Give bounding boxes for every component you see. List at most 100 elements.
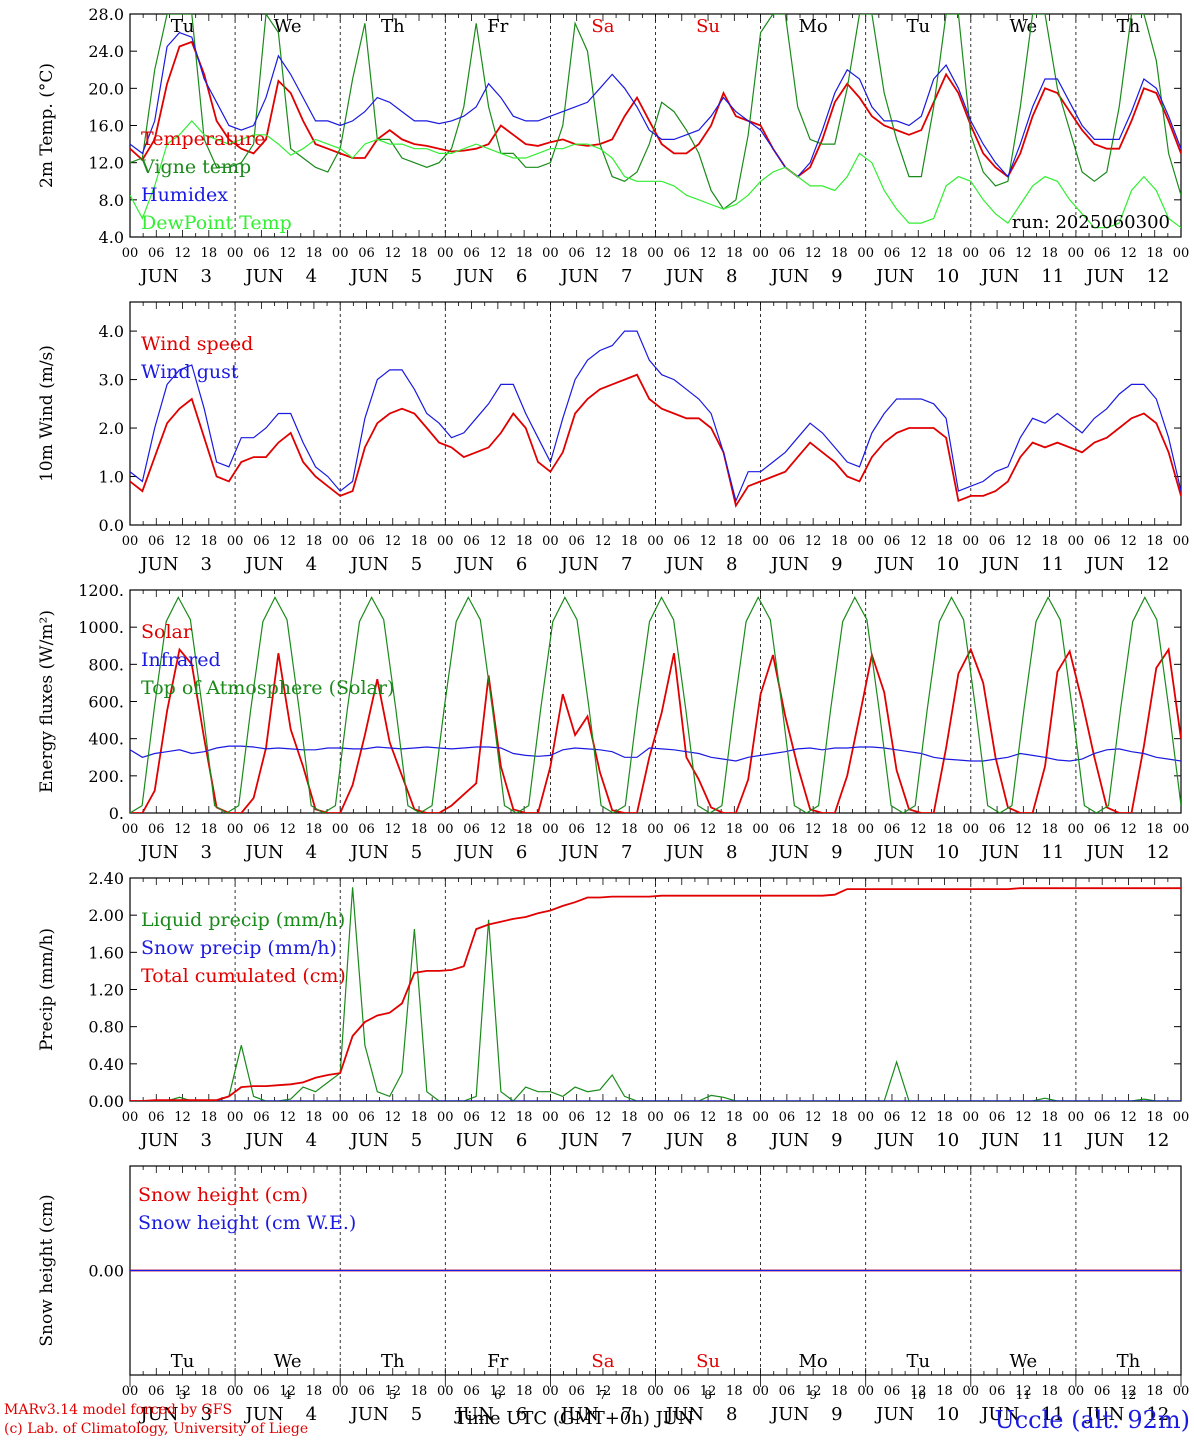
- x-hour-label: 18: [621, 1384, 638, 1399]
- x-day-label: 4: [306, 554, 317, 575]
- x-day-label: 7: [621, 266, 632, 287]
- x-hour-label: 18: [726, 534, 743, 549]
- x-hour-label: 00: [437, 822, 454, 837]
- y-tick-label: 12.0: [88, 154, 124, 173]
- x-hour-label: 06: [674, 246, 691, 261]
- x-hour-label: 12: [700, 246, 717, 261]
- chart-panel-2: 1200. 1000. 800. 600. 400. 200. 0. Energy fluxe…: [37, 581, 1189, 863]
- x-hour-label: 12: [700, 822, 717, 837]
- chart-panel-0: 28.0 24.0 20.0 16.0 12.0 8.0 4.0 2m Temp. (°C) 0…: [37, 5, 1189, 287]
- x-day-label: 7: [621, 842, 632, 863]
- y-tick-label: 1000.: [78, 618, 124, 637]
- footer-day-number: 10: [911, 1388, 926, 1402]
- x-day-label: 11: [1041, 1404, 1064, 1425]
- x-month-label: JUN: [138, 842, 178, 863]
- x-day-label: 11: [1041, 554, 1064, 575]
- x-day-label: 3: [201, 266, 212, 287]
- x-hour-label: 00: [963, 822, 980, 837]
- x-hour-label: 00: [1173, 1384, 1190, 1399]
- x-hour-label: 12: [174, 1110, 191, 1125]
- x-month-label: JUN: [559, 1130, 599, 1151]
- x-hour-label: 06: [463, 822, 480, 837]
- x-hour-label: 00: [752, 1110, 769, 1125]
- x-hour-label: 00: [963, 1110, 980, 1125]
- x-month-label: JUN: [454, 1130, 494, 1151]
- x-hour-label: 00: [857, 822, 874, 837]
- y-tick-label: 0.00: [88, 1092, 124, 1111]
- x-month-label: JUN: [979, 554, 1019, 575]
- x-month-label: JUN: [244, 266, 284, 287]
- x-hour-label: 00: [857, 1110, 874, 1125]
- x-month-label: JUN: [769, 266, 809, 287]
- x-day-label: 7: [621, 1404, 632, 1425]
- x-day-label: 6: [516, 1404, 527, 1425]
- x-hour-label: 12: [174, 1384, 191, 1399]
- x-day-label: 4: [306, 842, 317, 863]
- x-hour-label: 18: [621, 534, 638, 549]
- x-day-label: 3: [201, 1130, 212, 1151]
- x-day-label: 12: [1146, 1404, 1169, 1425]
- weekday-label: Tu: [906, 1351, 930, 1372]
- x-hour-label: 12: [490, 1384, 507, 1399]
- footer: MARv3.14 model forced by GFS (c) Lab. of…: [4, 1402, 1190, 1437]
- y-tick-label: 200.: [88, 767, 124, 786]
- y-tick-label: 0.0: [99, 516, 124, 535]
- x-hour-label: 00: [332, 246, 349, 261]
- x-month-label: JUN: [454, 842, 494, 863]
- x-hour-label: 12: [384, 822, 401, 837]
- x-hour-label: 12: [1015, 534, 1032, 549]
- x-hour-label: 00: [332, 1110, 349, 1125]
- x-hour-label: 00: [227, 822, 244, 837]
- y-tick-label: 400.: [88, 730, 124, 749]
- x-hour-label: 18: [1041, 1110, 1058, 1125]
- y-tick-label: 2.0: [99, 419, 124, 438]
- x-day-label: 10: [936, 842, 959, 863]
- x-day-label: 3: [201, 554, 212, 575]
- x-hour-label: 00: [332, 1384, 349, 1399]
- x-hour-label: 00: [1068, 1110, 1085, 1125]
- x-month-label: JUN: [454, 266, 494, 287]
- x-day-label: 12: [1146, 554, 1169, 575]
- x-hour-label: 06: [989, 1110, 1006, 1125]
- x-hour-label: 06: [253, 534, 270, 549]
- chart-panel-1: 4.0 3.0 2.0 1.0 0.0 10m Wind (m/s) 00 06 12 18 JUN…: [37, 301, 1189, 575]
- x-day-label: 7: [621, 1130, 632, 1151]
- y-tick-label: 3.0: [99, 371, 124, 390]
- weekday-label: Fr: [487, 16, 508, 37]
- series-line-lightgreen: [130, 119, 1181, 229]
- x-hour-label: 12: [279, 246, 296, 261]
- x-hour-label: 18: [936, 1110, 953, 1125]
- x-hour-label: 18: [1041, 534, 1058, 549]
- x-hour-label: 06: [779, 1110, 796, 1125]
- x-hour-label: 18: [201, 1110, 218, 1125]
- legend-entry: Wind speed: [141, 333, 253, 355]
- y-axis-label: 2m Temp. (°C): [37, 63, 57, 188]
- station-label: Uccle (alt. 92m): [994, 1406, 1190, 1434]
- x-hour-label: 18: [516, 1384, 533, 1399]
- x-hour-label: 18: [726, 1110, 743, 1125]
- y-axis-label: Snow height (cm): [37, 1194, 57, 1346]
- x-day-label: 8: [726, 842, 737, 863]
- lab-credit: (c) Lab. of Climatology, University of L…: [4, 1421, 308, 1437]
- x-hour-label: 18: [306, 246, 323, 261]
- legend-entry: Snow height (cm W.E.): [138, 1212, 356, 1234]
- x-hour-label: 00: [963, 534, 980, 549]
- x-hour-label: 06: [1094, 246, 1111, 261]
- x-hour-label: 18: [1146, 1384, 1163, 1399]
- x-hour-label: 06: [1094, 822, 1111, 837]
- y-tick-label: 0.40: [88, 1055, 124, 1074]
- x-hour-label: 18: [201, 534, 218, 549]
- x-hour-label: 00: [752, 534, 769, 549]
- x-hour-label: 12: [1015, 246, 1032, 261]
- x-hour-label: 06: [568, 822, 585, 837]
- footer-day-number: 9: [809, 1388, 817, 1402]
- x-hour-label: 06: [989, 822, 1006, 837]
- x-day-label: 10: [936, 1404, 959, 1425]
- x-hour-label: 00: [122, 1384, 139, 1399]
- weekday-label: Mo: [799, 1351, 828, 1372]
- x-hour-label: 12: [174, 246, 191, 261]
- x-month-label: JUN: [244, 1404, 284, 1425]
- x-month-label: JUN: [349, 554, 389, 575]
- x-hour-label: 06: [253, 1384, 270, 1399]
- x-month-label: JUN: [874, 1130, 914, 1151]
